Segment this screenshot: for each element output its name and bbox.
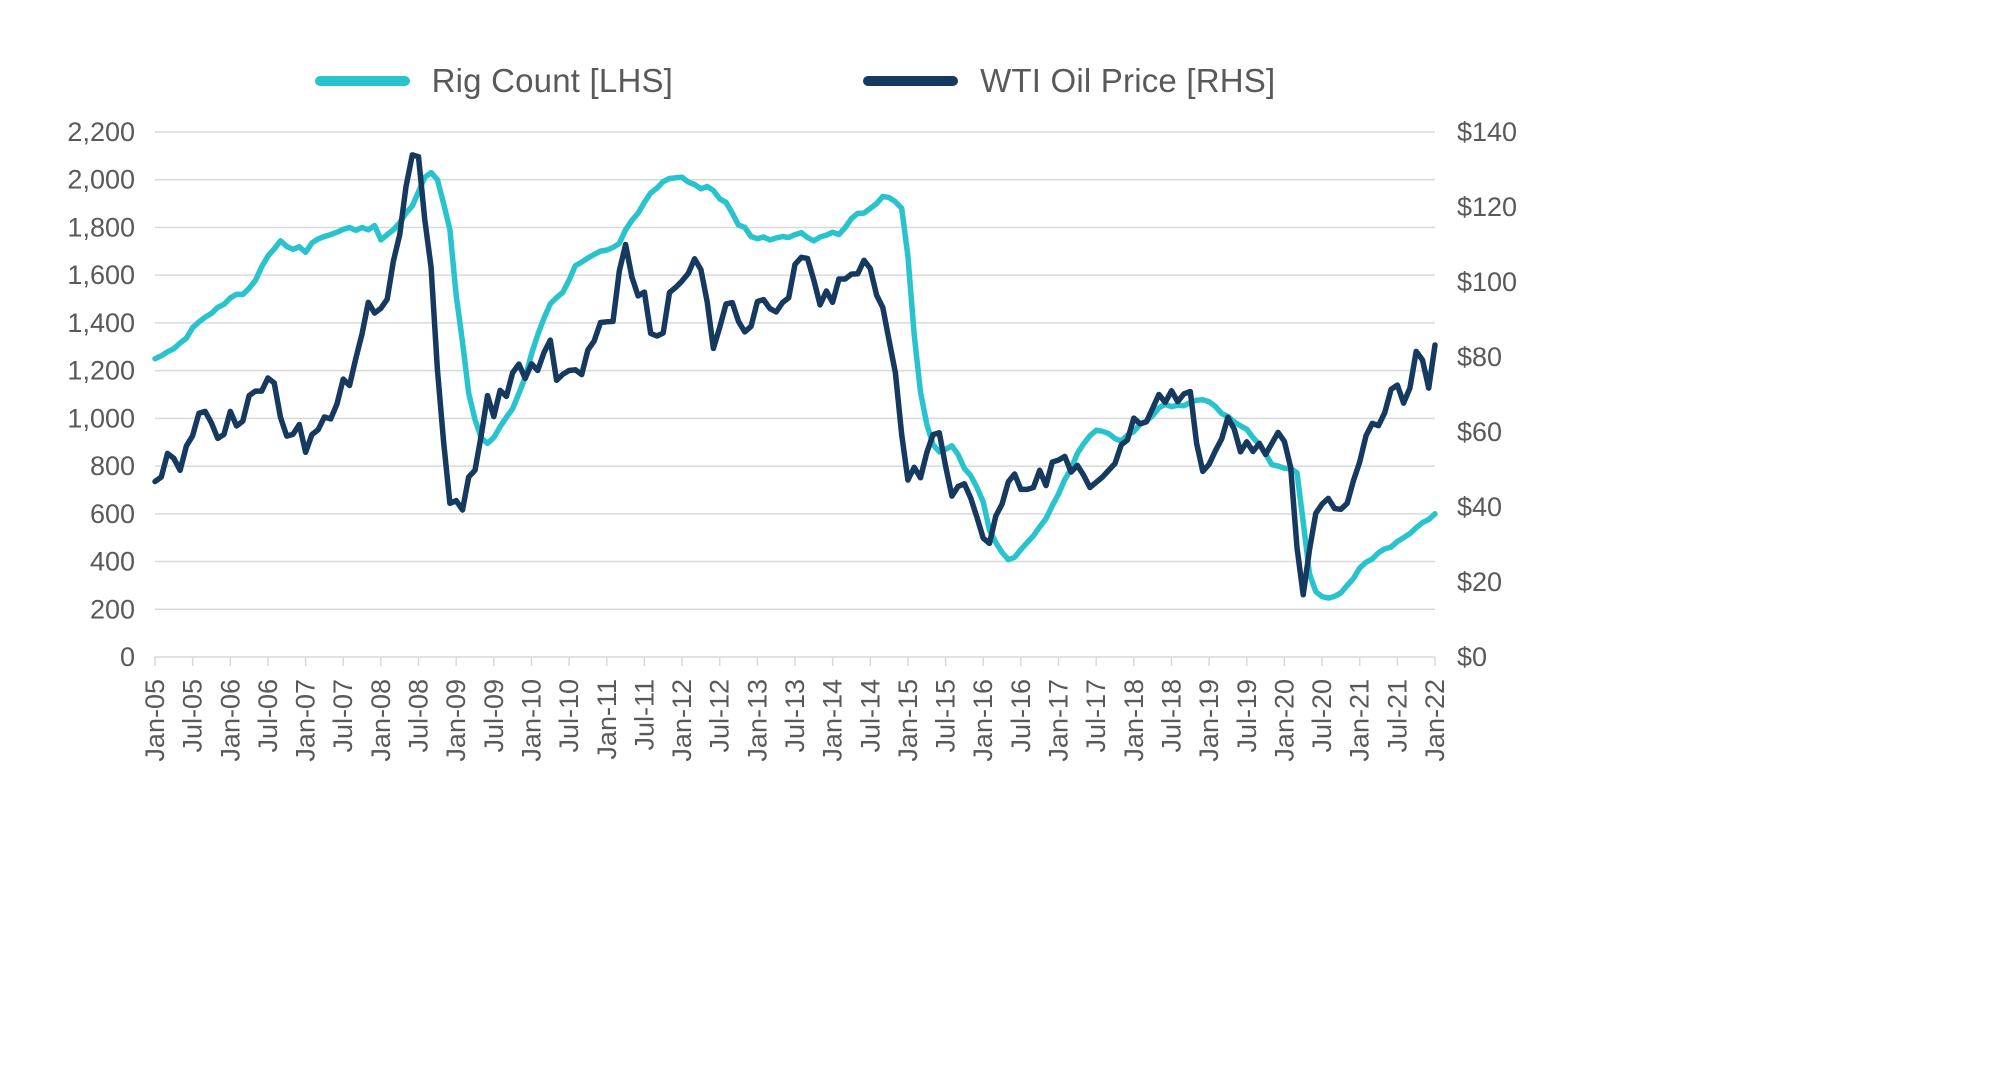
- svg-text:Jul-11: Jul-11: [629, 679, 659, 751]
- svg-text:Jan-20: Jan-20: [1269, 679, 1299, 762]
- svg-text:Jan-15: Jan-15: [893, 679, 923, 762]
- legend-label-wti: WTI Oil Price [RHS]: [980, 62, 1276, 99]
- svg-text:Jan-11: Jan-11: [592, 679, 622, 760]
- svg-text:$100: $100: [1457, 267, 1517, 297]
- rig-count-line-swatch: [314, 76, 410, 86]
- svg-text:Jan-19: Jan-19: [1194, 679, 1224, 762]
- svg-text:Jul-16: Jul-16: [1006, 679, 1036, 753]
- svg-text:Jan-10: Jan-10: [516, 679, 546, 762]
- svg-text:$140: $140: [1457, 117, 1517, 147]
- svg-text:Jul-05: Jul-05: [178, 679, 208, 753]
- svg-text:Jul-15: Jul-15: [931, 679, 961, 753]
- svg-text:1,200: 1,200: [67, 356, 135, 386]
- svg-text:Jan-18: Jan-18: [1119, 679, 1149, 762]
- svg-text:$20: $20: [1457, 567, 1502, 597]
- rig-count-line: [152, 169, 1438, 601]
- legend-label-rig-count: Rig Count [LHS]: [431, 62, 674, 99]
- svg-text:1,400: 1,400: [67, 308, 135, 338]
- left-axis-labels: 0 200 400 600 800 1,000 1,200 1,400 1,600 1,800 2,…: [67, 117, 135, 672]
- svg-text:Jul-07: Jul-07: [328, 679, 358, 753]
- svg-text:Jan-12: Jan-12: [667, 679, 697, 762]
- svg-text:2,200: 2,200: [67, 117, 135, 147]
- svg-text:Jan-17: Jan-17: [1044, 679, 1074, 762]
- svg-text:Jul-14: Jul-14: [855, 679, 885, 753]
- svg-text:Jul-06: Jul-06: [253, 679, 283, 753]
- svg-text:Jan-21: Jan-21: [1345, 679, 1375, 762]
- svg-text:Jan-22: Jan-22: [1420, 679, 1450, 762]
- svg-text:Jul-17: Jul-17: [1081, 679, 1111, 753]
- gridlines: [155, 131, 1435, 658]
- svg-text:$80: $80: [1457, 342, 1502, 372]
- svg-text:Jan-05: Jan-05: [140, 679, 170, 762]
- right-axis-labels: $0 $20 $40 $60 $80 $100 $120 $140: [1457, 117, 1517, 672]
- legend-item-wti: WTI Oil Price [RHS]: [863, 62, 1275, 100]
- svg-text:800: 800: [90, 451, 135, 481]
- svg-text:Jan-07: Jan-07: [291, 679, 321, 762]
- wti-line-swatch: [863, 76, 959, 86]
- svg-text:Jan-16: Jan-16: [968, 679, 998, 762]
- svg-text:Jul-12: Jul-12: [705, 679, 735, 753]
- svg-text:200: 200: [90, 594, 135, 624]
- svg-text:Jul-08: Jul-08: [404, 679, 434, 753]
- svg-text:$60: $60: [1457, 417, 1502, 447]
- svg-text:Jul-21: Jul-21: [1382, 679, 1412, 753]
- svg-text:$40: $40: [1457, 492, 1502, 522]
- svg-text:Jan-08: Jan-08: [366, 679, 396, 762]
- x-axis-labels: Jan-05 Jul-05 Jan-06 Jul-06 Jan-07 Jul-07 Jan-…: [140, 657, 1450, 762]
- svg-text:2,000: 2,000: [67, 165, 135, 195]
- svg-text:Jul-18: Jul-18: [1156, 679, 1186, 753]
- svg-text:Jan-06: Jan-06: [215, 679, 245, 762]
- svg-text:$0: $0: [1457, 642, 1487, 672]
- svg-text:Jul-10: Jul-10: [554, 679, 584, 753]
- svg-text:Jul-19: Jul-19: [1232, 679, 1262, 753]
- svg-text:Jan-14: Jan-14: [818, 679, 848, 762]
- svg-text:Jul-13: Jul-13: [780, 679, 810, 753]
- svg-text:Jan-09: Jan-09: [441, 679, 471, 762]
- wti-oil-price-line: [152, 152, 1438, 598]
- legend-item-rig-count: Rig Count [LHS]: [314, 62, 674, 100]
- svg-text:1,600: 1,600: [67, 260, 135, 290]
- svg-text:1,000: 1,000: [67, 403, 135, 433]
- svg-text:400: 400: [90, 547, 135, 577]
- svg-text:Jan-13: Jan-13: [742, 679, 772, 762]
- chart-legend: Rig Count [LHS] WTI Oil Price [RHS]: [155, 62, 1435, 100]
- svg-text:Jul-20: Jul-20: [1307, 679, 1337, 753]
- svg-text:0: 0: [120, 642, 135, 672]
- svg-text:1,800: 1,800: [67, 212, 135, 242]
- svg-text:Jul-09: Jul-09: [479, 679, 509, 753]
- svg-text:600: 600: [90, 499, 135, 529]
- svg-text:$120: $120: [1457, 192, 1517, 222]
